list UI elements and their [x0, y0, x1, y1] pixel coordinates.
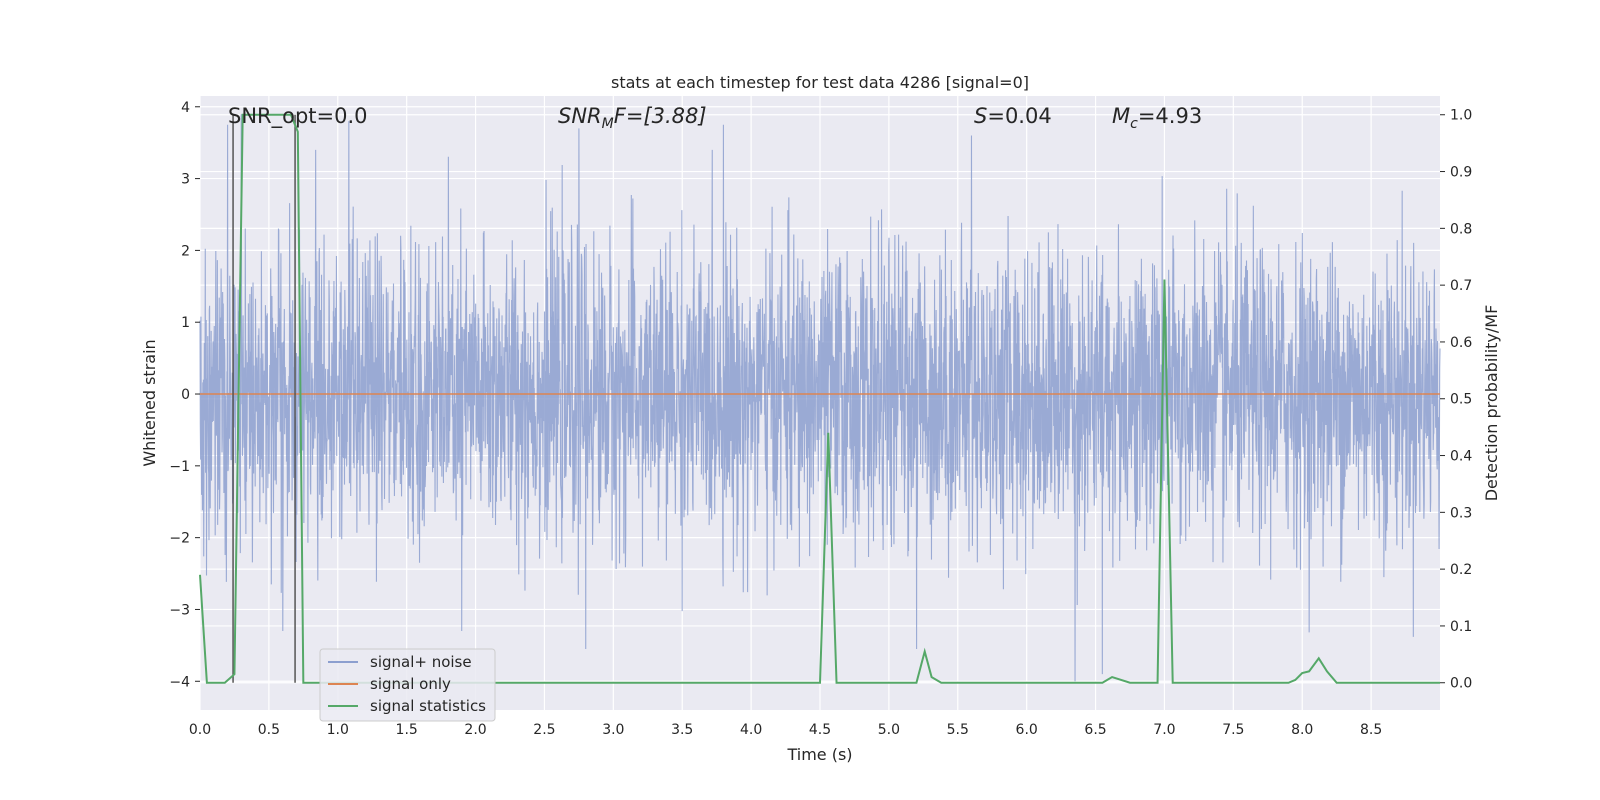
- x-tick-label: 3.0: [602, 722, 624, 738]
- y-tick-label: −2: [169, 531, 190, 547]
- y-tick-label: −4: [169, 674, 190, 690]
- y2-tick-label: 0.9: [1450, 165, 1472, 181]
- x-tick-label: 3.5: [671, 722, 693, 738]
- annotation-snr-mf-main: SNR: [558, 104, 602, 128]
- series-signal-noise: [199, 113, 1441, 682]
- x-tick-label: 7.5: [1222, 722, 1244, 738]
- x-axis-label: Time (s): [786, 745, 852, 764]
- annotation-s-rest: =0.04: [987, 104, 1051, 128]
- annotation-snr-mf: SNRMF=[3.88]: [558, 104, 707, 132]
- series-signal-statistics: [199, 113, 1440, 684]
- x-tick-label: 5.5: [947, 722, 969, 738]
- legend-box: [319, 648, 496, 722]
- x-tick-label: 0.5: [258, 722, 280, 738]
- annotation-mc-main: M: [1112, 104, 1130, 128]
- y-tick-label: 0: [181, 387, 190, 403]
- y2-tick-label: 0.5: [1450, 392, 1472, 408]
- y-tick-label: −1: [169, 459, 190, 475]
- vertical-markers: [232, 114, 296, 683]
- annotation-snr-opt: SNR_opt=0.0: [228, 104, 368, 129]
- x-tick-label: 7.0: [1153, 722, 1175, 738]
- annotation-snr-mf-rest: F=[3.88]: [614, 104, 707, 128]
- x-tick-label: 8.0: [1291, 722, 1313, 738]
- y2-tick-label: 0.4: [1450, 449, 1472, 465]
- annotation-s-main: S: [974, 104, 987, 128]
- tick-labels: 0.0 0.5 1.0 1.5 2.0 2.5 3.0 3.5 4.0 4.5 5.0 5.5 6.0 6…: [169, 100, 1472, 738]
- y-axis-label: Whitened strain: [140, 339, 159, 466]
- annotation-mc: Mc=4.93: [1112, 104, 1202, 132]
- y-tick-label: 1: [181, 315, 190, 331]
- x-tick-label: 6.0: [1016, 722, 1038, 738]
- annotation-mc-sub: c: [1130, 116, 1138, 132]
- noise-line: [199, 113, 1441, 682]
- y2-tick-label: 1.0: [1450, 108, 1472, 124]
- y2-tick-label: 0.1: [1450, 619, 1472, 635]
- y-tick-label: 2: [181, 243, 190, 259]
- x-tick-label: 1.5: [396, 722, 418, 738]
- x-tick-label: 1.0: [327, 722, 349, 738]
- y2-tick-label: 0.6: [1450, 335, 1472, 351]
- legend-label-signal-only: signal only: [370, 675, 451, 693]
- x-tick-label: 4.5: [809, 722, 831, 738]
- y-tick-label: 3: [181, 172, 190, 188]
- signal-statistics-line: [199, 113, 1440, 684]
- annotation-s: S=0.04: [974, 104, 1052, 128]
- y2-tick-label: 0.3: [1450, 505, 1472, 521]
- y2-tick-label: 0.7: [1450, 278, 1472, 294]
- legend: signal+ noise signal only signal statist…: [319, 648, 496, 722]
- legend-label-signal-statistics: signal statistics: [370, 697, 486, 715]
- x-tick-label: 5.0: [878, 722, 900, 738]
- x-tick-label: 2.5: [533, 722, 555, 738]
- x-tick-label: 8.5: [1360, 722, 1382, 738]
- y2-tick-label: 0.2: [1450, 562, 1472, 578]
- x-tick-label: 2.0: [464, 722, 486, 738]
- x-tick-label: 6.5: [1084, 722, 1106, 738]
- legend-label-signal-noise: signal+ noise: [370, 653, 472, 671]
- x-tick-label: 0.0: [189, 722, 211, 738]
- annotation-mc-rest: =4.93: [1138, 104, 1202, 128]
- y-tick-label: 4: [181, 100, 190, 116]
- y-tick-label: −3: [169, 602, 190, 618]
- y2-tick-label: 0.0: [1450, 676, 1472, 692]
- annotation-snr-mf-sub: M: [602, 116, 614, 132]
- y2-tick-label: 0.8: [1450, 221, 1472, 237]
- y2-axis-label: Detection probability/MF: [1482, 305, 1501, 502]
- chart-title: stats at each timestep for test data 428…: [611, 73, 1029, 92]
- x-tick-label: 4.0: [740, 722, 762, 738]
